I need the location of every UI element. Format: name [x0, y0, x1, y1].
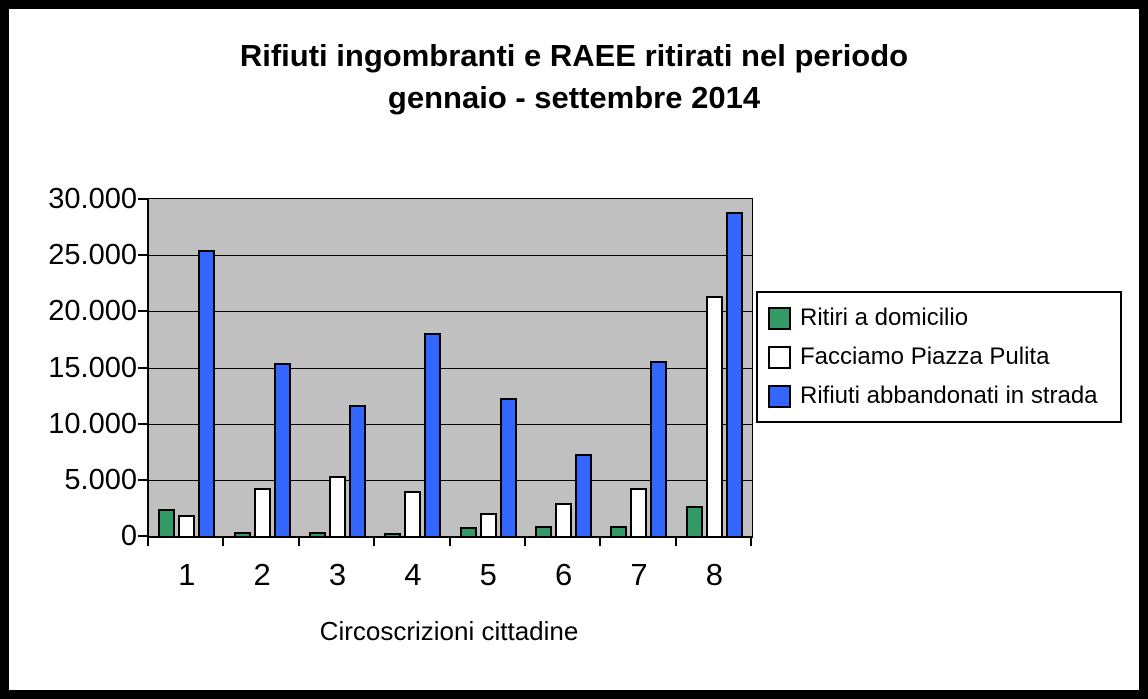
y-tick-mark [138, 535, 147, 537]
chart-title-line1: Rifiuti ingombranti e RAEE ritirati nel … [239, 38, 909, 73]
plot-area [147, 198, 753, 538]
bar-ritiri-a-domicilio-7 [610, 525, 628, 536]
x-tick-mark [222, 537, 225, 546]
bar-ritiri-a-domicilio-1 [158, 509, 176, 536]
y-tick-mark [138, 478, 147, 481]
bar-facciamo-piazza-pulita-5 [479, 512, 497, 536]
bar-ritiri-a-domicilio-4 [384, 532, 402, 536]
bar-facciamo-piazza-pulita-6 [555, 502, 573, 536]
bar-rifiuti-abbandonati-in-strada-8 [725, 212, 743, 536]
bar-ritiri-a-domicilio-3 [308, 532, 326, 536]
x-tick-label-8: 8 [705, 557, 723, 592]
legend: Ritiri a domicilio Facciamo Piazza Pulita… [756, 291, 1122, 423]
x-tick-label-7: 7 [630, 557, 648, 592]
legend-swatch-icon [768, 384, 791, 408]
x-tick-label-1: 1 [178, 557, 196, 592]
x-tick-mark [297, 537, 300, 546]
y-tick-label-10.000: 10.000 [48, 407, 137, 440]
bar-group-3 [300, 404, 375, 536]
bar-group-1 [149, 249, 224, 536]
y-tick-mark [138, 198, 147, 200]
chart-title-line2: gennaio - settembre 2014 [387, 80, 761, 115]
bar-ritiri-a-domicilio-2 [233, 532, 251, 536]
gridline-20000 [149, 311, 752, 313]
bar-rifiuti-abbandonati-in-strada-2 [273, 363, 291, 536]
bar-rifiuti-abbandonati-in-strada-7 [650, 360, 668, 536]
bar-facciamo-piazza-pulita-8 [705, 295, 723, 536]
x-tick-label-4: 4 [404, 557, 422, 592]
x-tick-mark [674, 537, 677, 546]
bar-ritiri-a-domicilio-6 [535, 525, 553, 536]
y-tick-label-15.000: 15.000 [48, 351, 137, 384]
bar-ritiri-a-domicilio-5 [459, 527, 477, 536]
bar-facciamo-piazza-pulita-3 [328, 475, 346, 536]
bar-group-2 [224, 363, 299, 536]
bar-group-6 [526, 454, 601, 536]
gridline-10000 [149, 423, 752, 425]
x-tick-mark [373, 537, 376, 546]
bar-rifiuti-abbandonati-in-strada-3 [348, 404, 366, 536]
y-tick-label-25.000: 25.000 [48, 239, 137, 272]
bar-group-7 [601, 360, 676, 536]
x-tick-mark [147, 537, 149, 546]
y-tick-mark [138, 310, 147, 313]
legend-label: Ritiri a domicilio [800, 304, 969, 331]
legend-item-rifiuti-abbandonati-in-strada: Rifiuti abbandonati in strada [768, 382, 1120, 410]
bar-facciamo-piazza-pulita-4 [404, 490, 422, 536]
bar-group-5 [451, 397, 526, 536]
chart-title: Rifiuti ingombranti e RAEE ritirati nel … [9, 35, 1139, 119]
y-tick-mark [138, 254, 147, 257]
bar-group-4 [375, 332, 450, 536]
bar-ritiri-a-domicilio-8 [685, 505, 703, 536]
x-tick-label-5: 5 [479, 557, 497, 592]
y-tick-label-0: 0 [120, 520, 137, 552]
x-tick-mark [599, 537, 602, 546]
legend-swatch-icon [768, 345, 791, 369]
legend-swatch-icon [768, 306, 791, 330]
bar-group-8 [677, 212, 752, 536]
legend-label: Facciamo Piazza Pulita [800, 343, 1050, 370]
gridline-5000 [149, 479, 752, 481]
legend-label: Rifiuti abbandonati in strada [800, 382, 1098, 409]
x-axis-title: Circoscrizioni cittadine [319, 616, 579, 646]
x-tick-label-6: 6 [554, 557, 573, 592]
y-tick-mark [138, 366, 147, 369]
y-tick-label-20.000: 20.000 [48, 295, 137, 328]
y-tick-mark [138, 422, 147, 425]
bar-facciamo-piazza-pulita-2 [253, 487, 271, 536]
y-tick-label-5.000: 5.000 [64, 463, 137, 496]
gridline-25000 [149, 255, 752, 257]
x-tick-mark [523, 537, 526, 546]
x-tick-label-3: 3 [328, 557, 347, 592]
bar-rifiuti-abbandonati-in-strada-4 [424, 332, 442, 536]
y-tick-label-30.000: 30.000 [48, 183, 137, 215]
bar-rifiuti-abbandonati-in-strada-6 [575, 454, 593, 536]
bar-rifiuti-abbandonati-in-strada-1 [198, 249, 216, 536]
legend-item-ritiri-a-domicilio: Ritiri a domicilio [768, 304, 1120, 332]
x-tick-mark [750, 537, 752, 546]
gridline-15000 [149, 367, 752, 369]
legend-item-facciamo-piazza-pulita: Facciamo Piazza Pulita [768, 343, 1120, 371]
x-tick-label-2: 2 [253, 557, 271, 592]
bar-facciamo-piazza-pulita-7 [630, 488, 648, 536]
x-tick-mark [448, 537, 451, 546]
bar-rifiuti-abbandonati-in-strada-5 [499, 397, 517, 536]
bar-facciamo-piazza-pulita-1 [178, 514, 196, 536]
